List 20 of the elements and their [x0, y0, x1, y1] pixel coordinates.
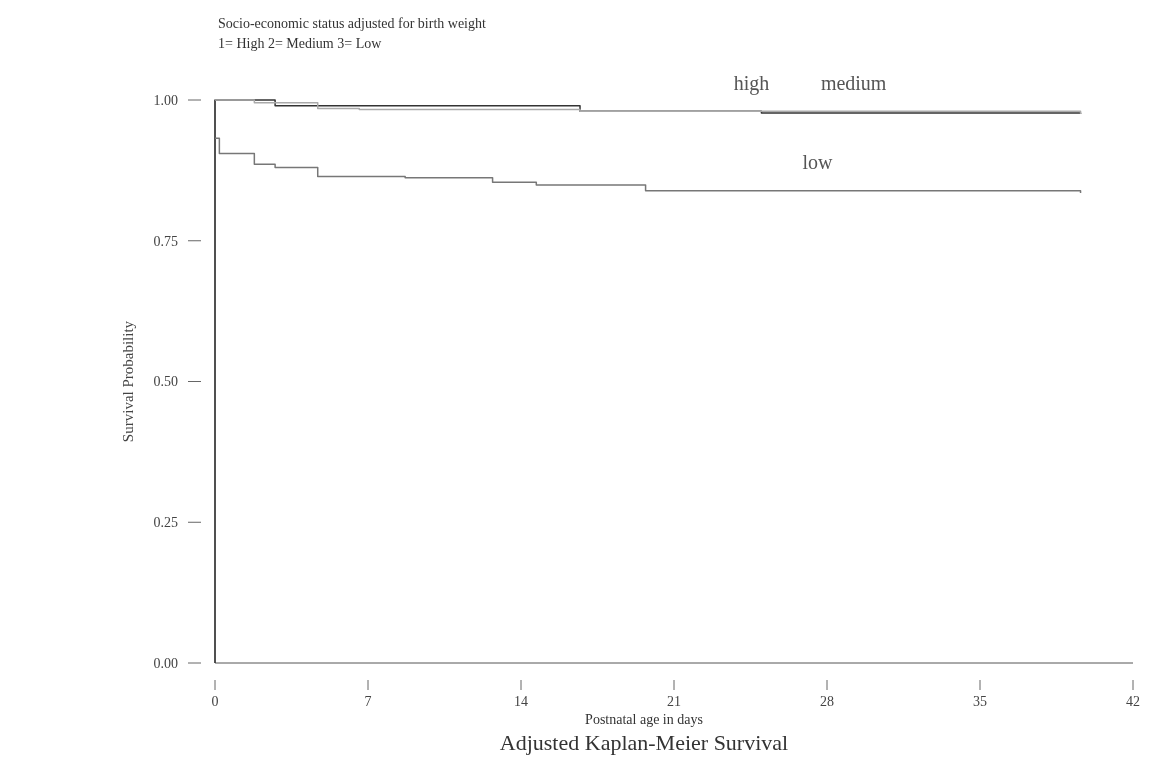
x-tick-label: 28: [820, 694, 834, 709]
x-tick-label: 21: [667, 694, 681, 709]
x-tick-label: 35: [973, 694, 987, 709]
y-axis-title: Survival Probability: [120, 320, 136, 443]
text: 1= High 2= Medium 3= Low: [218, 36, 383, 51]
y-tick-label: 1.00: [153, 92, 178, 108]
y-tick-label: 0.00: [153, 655, 178, 671]
x-tick-label: 0: [211, 694, 219, 709]
x-tick-label: 7: [364, 694, 372, 709]
series-label: high: [733, 72, 770, 96]
y-tick-label: 0.25: [153, 515, 178, 531]
x-tick-label: 14: [514, 694, 528, 709]
y-tick-label: 0.75: [153, 233, 178, 249]
x-axis-title: Postnatal age in days: [585, 712, 703, 727]
chart-subtitle: Socio-economic status adjusted for birth weight: [218, 16, 486, 31]
series-label: low: [802, 150, 834, 173]
text: Adjusted Kaplan-Meier Survival: [499, 730, 789, 755]
series-label: medium: [820, 72, 887, 95]
x-tick-label: 42: [1126, 694, 1140, 709]
y-tick-label: 0.50: [153, 374, 178, 390]
